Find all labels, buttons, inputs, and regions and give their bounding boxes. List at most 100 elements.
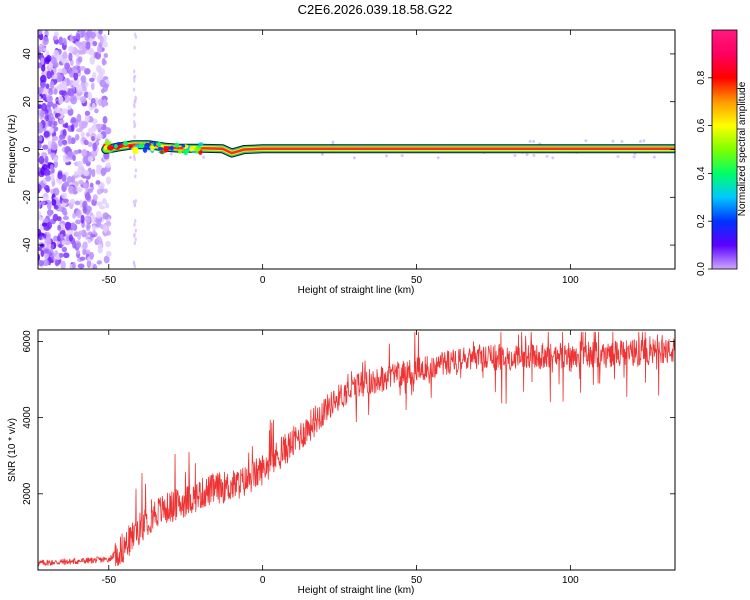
heatmap-cell <box>62 108 68 115</box>
heatmap-cell <box>84 114 90 123</box>
heatmap-cell <box>116 141 122 146</box>
heatmap-cell <box>76 128 83 133</box>
heatmap-cell <box>64 239 71 246</box>
x-tick-label: -50 <box>102 275 117 286</box>
heatmap-cell <box>64 122 69 129</box>
heatmap-cell <box>57 74 63 83</box>
heatmap-cell <box>42 144 49 150</box>
heatmap-cell <box>62 215 70 221</box>
spectrogram-ylabel: Frequency (Hz) <box>7 115 18 184</box>
spectrogram-y-axis: -40 -20 0 20 40 <box>22 48 675 252</box>
heatmap-cell <box>64 221 72 230</box>
heatmap-cell <box>87 156 94 162</box>
heatmap-cell <box>92 71 97 80</box>
heatmap-cell <box>58 68 62 74</box>
heatmap-cell <box>57 171 63 180</box>
heatmap-cell <box>133 123 137 128</box>
spectrogram-xlabel: Height of straight line (km) <box>298 285 415 296</box>
heatmap-cell <box>103 255 110 264</box>
heatmap-cell <box>89 182 94 188</box>
snr-frame <box>37 329 676 571</box>
heatmap-cell <box>98 30 103 35</box>
heatmap-cell <box>42 36 49 46</box>
heatmap-cell <box>92 229 96 235</box>
heatmap-cell <box>616 154 620 158</box>
heatmap-cell <box>532 140 536 144</box>
heatmap-cell <box>86 223 91 229</box>
heatmap-cell <box>91 135 96 142</box>
heatmap-band-layer <box>101 140 675 158</box>
spectrogram-panel: -50 0 50 100 -40 -20 0 20 40 Height of straight… <box>7 29 676 296</box>
heatmap-cell <box>123 140 129 147</box>
heatmap-cell <box>76 113 82 123</box>
heatmap-cell <box>198 142 204 146</box>
heatmap-cell <box>58 36 64 46</box>
heatmap-cell <box>101 198 107 205</box>
heatmap-cell <box>50 244 54 250</box>
heatmap-cell <box>61 174 67 182</box>
heatmap-cell <box>38 259 44 267</box>
heatmap-cell <box>134 218 137 223</box>
heatmap-cell <box>67 108 74 116</box>
heatmap-cell <box>43 168 51 177</box>
y-tick-label: 4000 <box>22 406 33 429</box>
heatmap-cell <box>51 74 57 80</box>
heatmap-cell <box>89 77 95 83</box>
heatmap-cell <box>68 234 74 242</box>
heatmap-cell <box>96 123 103 128</box>
heatmap-cell <box>46 70 52 80</box>
heatmap-cell <box>384 154 388 158</box>
heatmap-cell <box>95 65 102 73</box>
heatmap-cell <box>58 95 64 105</box>
heatmap-cell <box>91 102 96 110</box>
heatmap-cell <box>67 229 74 236</box>
heatmap-cell <box>91 168 96 178</box>
heatmap-cell <box>51 142 58 151</box>
heatmap-cell <box>87 92 93 101</box>
heatmap-cell <box>42 259 49 267</box>
heatmap-cell <box>57 111 64 119</box>
heatmap-cell <box>331 140 335 144</box>
heatmap-cell <box>96 260 103 265</box>
heatmap-cell <box>62 182 70 187</box>
heatmap-cell <box>96 201 103 207</box>
heatmap-cell <box>49 164 54 171</box>
heatmap-cell <box>133 157 136 162</box>
heatmap-cell <box>57 224 62 231</box>
heatmap-cell <box>72 82 78 87</box>
heatmap-cell <box>48 252 53 257</box>
heatmap-cell <box>80 75 87 83</box>
heatmap-cell <box>69 198 76 205</box>
heatmap-cell <box>75 41 82 47</box>
heatmap-cell <box>102 98 107 106</box>
heatmap-cell <box>76 249 81 255</box>
heatmap-cell <box>53 205 59 210</box>
heatmap-cell <box>80 214 85 224</box>
heatmap-cell <box>95 166 103 175</box>
heatmap-cell <box>75 209 82 218</box>
heatmap-cell <box>83 169 90 177</box>
heatmap-cell <box>40 110 45 118</box>
colorbar-tick-label: 0.2 <box>696 214 707 228</box>
heatmap-cell <box>61 202 67 208</box>
heatmap-cell <box>87 238 92 244</box>
heatmap-cell <box>528 139 532 143</box>
heatmap-cell <box>70 96 78 105</box>
heatmap-cell <box>89 31 96 39</box>
heatmap-cell <box>77 230 84 236</box>
heatmap-cell <box>81 120 88 129</box>
heatmap-cell <box>38 104 43 109</box>
colorbar-label: Normalized spectral amplitude <box>737 81 748 216</box>
heatmap-cell <box>67 105 72 111</box>
heatmap-cell <box>133 222 136 227</box>
snr-y-axis: 2000 4000 6000 <box>22 330 675 505</box>
heatmap-cell <box>79 199 84 208</box>
heatmap-cell <box>38 43 44 53</box>
heatmap-cell <box>133 134 136 139</box>
heatmap-cell <box>103 34 107 43</box>
heatmap-cell <box>45 187 50 193</box>
colorbar-tick-label: 0.0 <box>696 262 707 276</box>
heatmap-cell <box>104 140 112 146</box>
heatmap-cell <box>92 263 98 269</box>
